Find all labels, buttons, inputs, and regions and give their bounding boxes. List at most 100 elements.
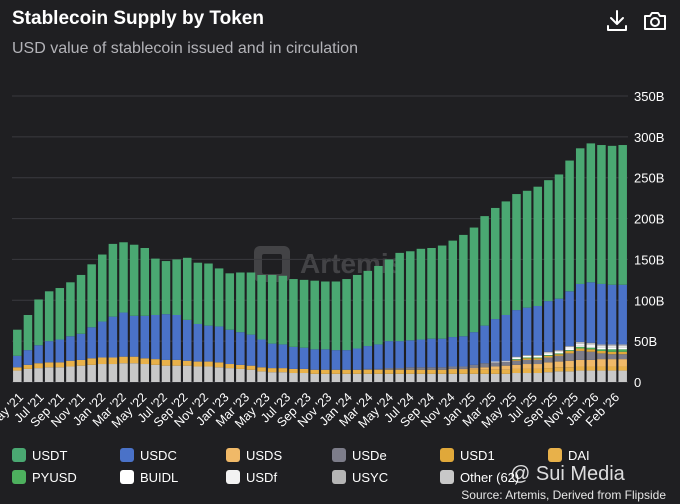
bar-segment-usdt[interactable] <box>331 281 341 351</box>
bar-segment-usdt[interactable] <box>522 190 532 308</box>
bar-segment-usdt[interactable] <box>267 274 277 344</box>
bar-segment-usdt[interactable] <box>459 234 468 337</box>
bar-segment-dai[interactable] <box>469 369 479 374</box>
bar-segment-pyusd[interactable] <box>533 357 542 359</box>
bar-segment-dai[interactable] <box>395 369 404 374</box>
bar-segment-other-62-[interactable] <box>522 373 532 382</box>
bar-segment-usdt[interactable] <box>87 264 96 328</box>
bar-segment-other-62-[interactable] <box>87 364 96 382</box>
bar-segment-usdc[interactable] <box>352 348 362 370</box>
bar-segment-usdc[interactable] <box>384 341 394 369</box>
bar-segment-other-62-[interactable] <box>575 370 585 382</box>
bar-segment-other-62-[interactable] <box>406 373 415 382</box>
legend-item-usds[interactable]: USDS <box>226 446 282 464</box>
bar-segment-usdf[interactable] <box>607 346 617 348</box>
bar-segment-usdf[interactable] <box>618 346 627 348</box>
bar-segment-other-62-[interactable] <box>236 368 245 382</box>
bar-segment-pyusd[interactable] <box>565 350 574 351</box>
bar-segment-other-62-[interactable] <box>257 371 266 382</box>
bar-segment-usdf[interactable] <box>597 346 606 348</box>
bar-segment-usds[interactable] <box>586 359 596 367</box>
bar-segment-usdc[interactable] <box>299 347 309 369</box>
bar-segment-usdt[interactable] <box>278 275 288 345</box>
bar-segment-usdt[interactable] <box>512 194 521 311</box>
bar-segment-dai[interactable] <box>607 366 617 371</box>
bar-segment-usdt[interactable] <box>140 247 150 316</box>
bar-segment-buidl[interactable] <box>586 346 596 348</box>
bar-segment-dai[interactable] <box>544 368 553 373</box>
bar-segment-usdf[interactable] <box>586 344 596 347</box>
bar-segment-other-62-[interactable] <box>182 365 192 382</box>
bar-segment-usdc[interactable] <box>416 339 426 368</box>
bar-segment-usdc[interactable] <box>98 321 107 358</box>
bar-segment-usdc[interactable] <box>512 310 521 357</box>
bar-segment-dai[interactable] <box>310 369 319 374</box>
bar-segment-usdc[interactable] <box>289 346 298 369</box>
bar-segment-other-62-[interactable] <box>140 364 150 382</box>
bar-segment-usdc[interactable] <box>395 341 404 369</box>
bar-segment-other-62-[interactable] <box>416 373 426 382</box>
bar-segment-buidl[interactable] <box>512 357 521 360</box>
bar-segment-usdc[interactable] <box>214 326 224 363</box>
bar-segment-usdc[interactable] <box>607 284 617 345</box>
bar-segment-usdt[interactable] <box>607 145 617 285</box>
bar-segment-usyc[interactable] <box>554 350 564 351</box>
bar-segment-usdc[interactable] <box>459 336 468 367</box>
bar-segment-other-62-[interactable] <box>437 373 447 382</box>
bar-segment-other-62-[interactable] <box>34 368 43 382</box>
bar-segment-dai[interactable] <box>575 366 585 371</box>
bar-segment-other-62-[interactable] <box>597 370 606 382</box>
bar-segment-usdc[interactable] <box>172 314 181 360</box>
bar-segment-usds[interactable] <box>533 364 542 369</box>
legend-item-other-62-[interactable]: Other (62) <box>440 468 519 486</box>
bar-segment-dai[interactable] <box>289 368 298 374</box>
bar-segment-usdc[interactable] <box>129 315 139 357</box>
bar-segment-usde[interactable] <box>480 363 489 368</box>
bar-segment-pyusd[interactable] <box>607 349 617 352</box>
bar-segment-other-62-[interactable] <box>512 373 521 382</box>
bar-segment-usde[interactable] <box>406 367 415 370</box>
bar-segment-usyc[interactable] <box>533 355 542 356</box>
bar-segment-dai[interactable] <box>597 366 606 371</box>
bar-segment-usdc[interactable] <box>151 314 160 360</box>
bar-segment-usyc[interactable] <box>565 346 574 347</box>
bar-segment-usdc[interactable] <box>257 339 266 368</box>
bar-segment-usyc[interactable] <box>618 344 627 347</box>
bar-segment-dai[interactable] <box>151 359 160 365</box>
bar-segment-usdt[interactable] <box>182 257 192 320</box>
bar-segment-buidl[interactable] <box>554 351 564 354</box>
bar-segment-usyc[interactable] <box>512 356 521 358</box>
bar-segment-other-62-[interactable] <box>395 373 404 382</box>
bar-segment-dai[interactable] <box>533 368 542 374</box>
bar-segment-usdt[interactable] <box>108 243 118 317</box>
bar-segment-dai[interactable] <box>490 369 500 374</box>
bar-segment-pyusd[interactable] <box>512 359 521 360</box>
bar-segment-usyc[interactable] <box>607 344 617 347</box>
bar-segment-usd1[interactable] <box>607 351 617 355</box>
bar-segment-usyc[interactable] <box>544 351 553 353</box>
bar-segment-other-62-[interactable] <box>214 367 224 382</box>
bar-segment-usdt[interactable] <box>66 282 75 337</box>
bar-segment-dai[interactable] <box>554 367 564 372</box>
bar-segment-other-62-[interactable] <box>544 372 553 382</box>
bar-segment-dai[interactable] <box>98 357 107 365</box>
bar-segment-dai[interactable] <box>278 368 288 373</box>
bar-segment-usdt[interactable] <box>310 280 319 350</box>
bar-segment-dai[interactable] <box>565 367 574 372</box>
bar-segment-usdc[interactable] <box>490 319 500 362</box>
bar-segment-dai[interactable] <box>522 368 532 374</box>
legend-item-usd1[interactable]: USD1 <box>440 446 495 464</box>
bar-segment-usdc[interactable] <box>586 282 596 343</box>
bar-segment-usde[interactable] <box>384 368 394 370</box>
bar-segment-usyc[interactable] <box>522 355 532 356</box>
bar-segment-usdt[interactable] <box>289 279 298 347</box>
bar-segment-usdc[interactable] <box>108 316 118 358</box>
bar-segment-buidl[interactable] <box>575 345 585 347</box>
legend-item-usdc[interactable]: USDC <box>120 446 177 464</box>
bar-segment-dai[interactable] <box>257 367 266 372</box>
bar-segment-other-62-[interactable] <box>204 366 213 382</box>
bar-segment-other-62-[interactable] <box>607 370 617 382</box>
bar-segment-usdc[interactable] <box>66 336 75 361</box>
bar-segment-dai[interactable] <box>501 369 511 374</box>
bar-segment-buidl[interactable] <box>522 355 532 358</box>
